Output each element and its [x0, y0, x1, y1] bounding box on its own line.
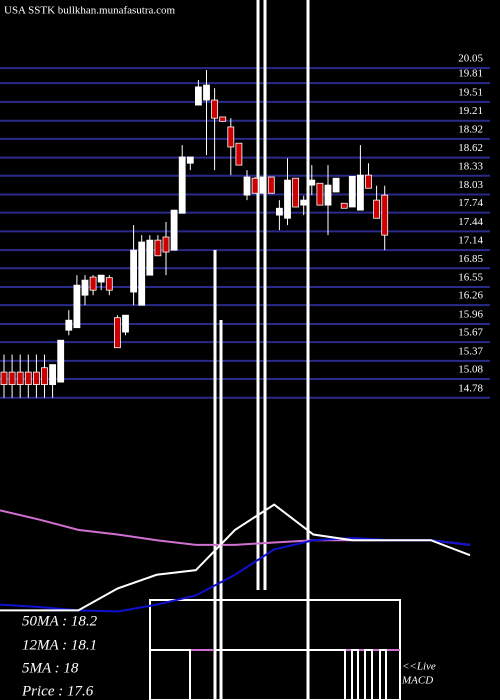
candle-body — [162, 236, 170, 253]
y-tick-label: 18.62 — [458, 142, 483, 154]
candle-body — [8, 371, 16, 386]
y-tick-label: 19.51 — [458, 86, 483, 98]
candle-body — [227, 126, 235, 148]
candle-body — [292, 177, 300, 208]
y-tick-label: 18.03 — [458, 179, 483, 191]
candle-body — [284, 179, 291, 219]
candle-body — [170, 209, 178, 251]
candle-body — [24, 371, 32, 386]
candle-body — [130, 249, 138, 293]
candle-body — [73, 284, 81, 329]
y-tick-label: 17.74 — [458, 197, 483, 209]
y-tick-label: 16.85 — [458, 253, 483, 265]
ma-label: Price : 17.6 — [21, 683, 94, 699]
candle-body — [122, 314, 129, 333]
candle-body — [146, 239, 154, 276]
candle-body — [114, 317, 121, 349]
candle-body — [243, 176, 251, 196]
y-tick-label: 15.37 — [458, 345, 483, 357]
ma-label: 50MA : 18.2 — [22, 613, 98, 629]
candle-body — [373, 199, 381, 219]
y-tick-label: 14.78 — [458, 382, 483, 394]
candle-body — [203, 84, 210, 101]
candle-body — [33, 371, 40, 386]
candle-body — [97, 274, 105, 283]
candle-body — [154, 239, 162, 257]
candle-body — [89, 276, 97, 291]
candle-body — [186, 156, 194, 164]
candle-body — [57, 339, 65, 383]
y-tick-label: 17.44 — [458, 216, 483, 228]
ma-label: 12MA : 18.1 — [22, 637, 97, 653]
ma-labels: 50MA : 18.2 12MA : 18.1 5MA : 18 Price :… — [21, 613, 98, 699]
candle-body — [219, 116, 227, 122]
ma-label: 5MA : 18 — [22, 660, 79, 676]
y-tick-label: 19.81 — [458, 68, 483, 80]
candle-body — [356, 174, 364, 211]
indicator-line — [0, 503, 471, 612]
candle-body — [211, 99, 219, 119]
y-tick-label: 20.05 — [458, 53, 483, 65]
candle-body — [316, 182, 324, 206]
y-tick-label: 15.96 — [458, 308, 483, 320]
candle-body — [275, 207, 283, 216]
y-tick-label: 19.21 — [458, 105, 483, 117]
candle-body — [81, 279, 89, 296]
candle-body — [300, 199, 308, 206]
y-tick-label: 18.33 — [458, 160, 483, 172]
candle-body — [267, 176, 275, 194]
candle-body — [348, 175, 356, 208]
candle-body — [332, 177, 340, 193]
candle-body — [138, 241, 146, 306]
y-tick-label: 18.92 — [458, 123, 483, 135]
candle-body — [16, 371, 24, 386]
macd-line — [150, 649, 387, 700]
macd-label: <<Live — [402, 661, 436, 673]
y-tick-label: 17.14 — [458, 235, 483, 247]
candle-body — [178, 156, 186, 214]
candle-body — [194, 86, 202, 106]
y-tick-label: 16.55 — [458, 272, 483, 284]
candle-body — [41, 367, 48, 386]
macd-label: MACD — [401, 675, 433, 687]
macd-box — [149, 599, 401, 700]
candle-body — [235, 142, 243, 166]
candle-body — [65, 319, 73, 331]
candle-body — [251, 177, 259, 194]
candle-body — [0, 371, 8, 386]
chart-title: USA SSTK bullkhan.munafasutra.com — [4, 5, 176, 17]
y-tick-label: 16.26 — [458, 290, 483, 302]
candle-body — [49, 364, 56, 386]
y-tick-label: 15.67 — [458, 327, 483, 339]
candle-body — [259, 176, 267, 194]
candle-body — [381, 194, 389, 236]
candle-body — [308, 179, 316, 186]
y-tick-label: 15.08 — [458, 364, 483, 376]
candle-body — [324, 184, 332, 206]
volume-spikes — [213, 0, 310, 700]
candle-body — [105, 277, 113, 291]
candle-body — [365, 174, 372, 189]
candle-body — [340, 202, 348, 209]
